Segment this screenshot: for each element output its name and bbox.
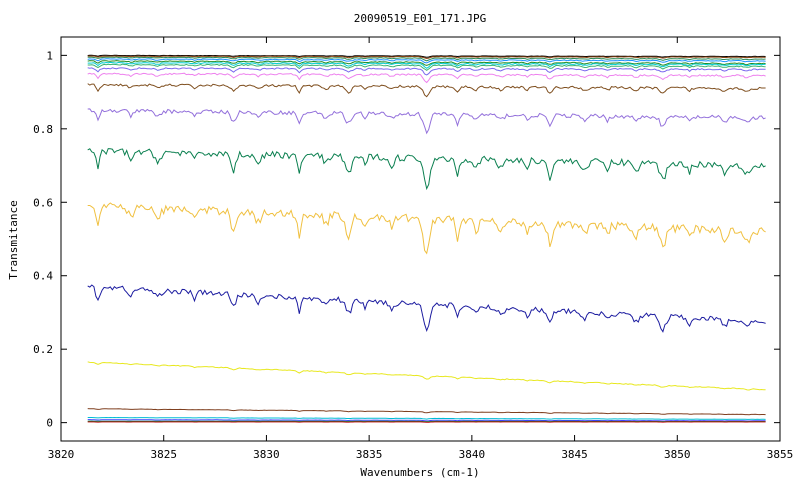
x-tick-label: 3830: [253, 448, 280, 461]
chart-title: 20090519_E01_171.JPG: [354, 12, 486, 25]
y-tick-label: 0.8: [33, 123, 53, 136]
series-lines: [88, 55, 766, 422]
y-tick-label: 0.6: [33, 196, 53, 209]
y-tick-label: 0: [46, 417, 53, 430]
x-tick-label: 3835: [356, 448, 383, 461]
x-tick-label: 3850: [664, 448, 691, 461]
y-tick-label: 1: [46, 49, 53, 62]
x-axis-label: Wavenumbers (cm-1): [360, 466, 479, 479]
series-line-17: [88, 418, 766, 420]
series-line-16: [88, 409, 766, 415]
y-tick-label: 0.4: [33, 270, 53, 283]
plot-area-frame: [61, 37, 780, 441]
series-line-10: [88, 84, 766, 97]
x-tick-label: 3845: [561, 448, 588, 461]
series-line-14: [88, 285, 766, 332]
x-tick-label: 3855: [767, 448, 794, 461]
series-line-11: [88, 109, 766, 133]
y-axis-label: Transmitance: [7, 200, 20, 279]
x-tick-label: 3825: [150, 448, 177, 461]
series-line-12: [88, 149, 766, 189]
series-line-15: [88, 362, 766, 390]
y-tick-label: 0.2: [33, 343, 53, 356]
x-tick-label: 3840: [459, 448, 486, 461]
series-line-13: [88, 203, 766, 253]
axis-ticks: 3820 3825 3830 3835 3840 3845 3850 3855 0 0.2 0.4 0…: [33, 37, 793, 461]
x-tick-label: 3820: [48, 448, 75, 461]
